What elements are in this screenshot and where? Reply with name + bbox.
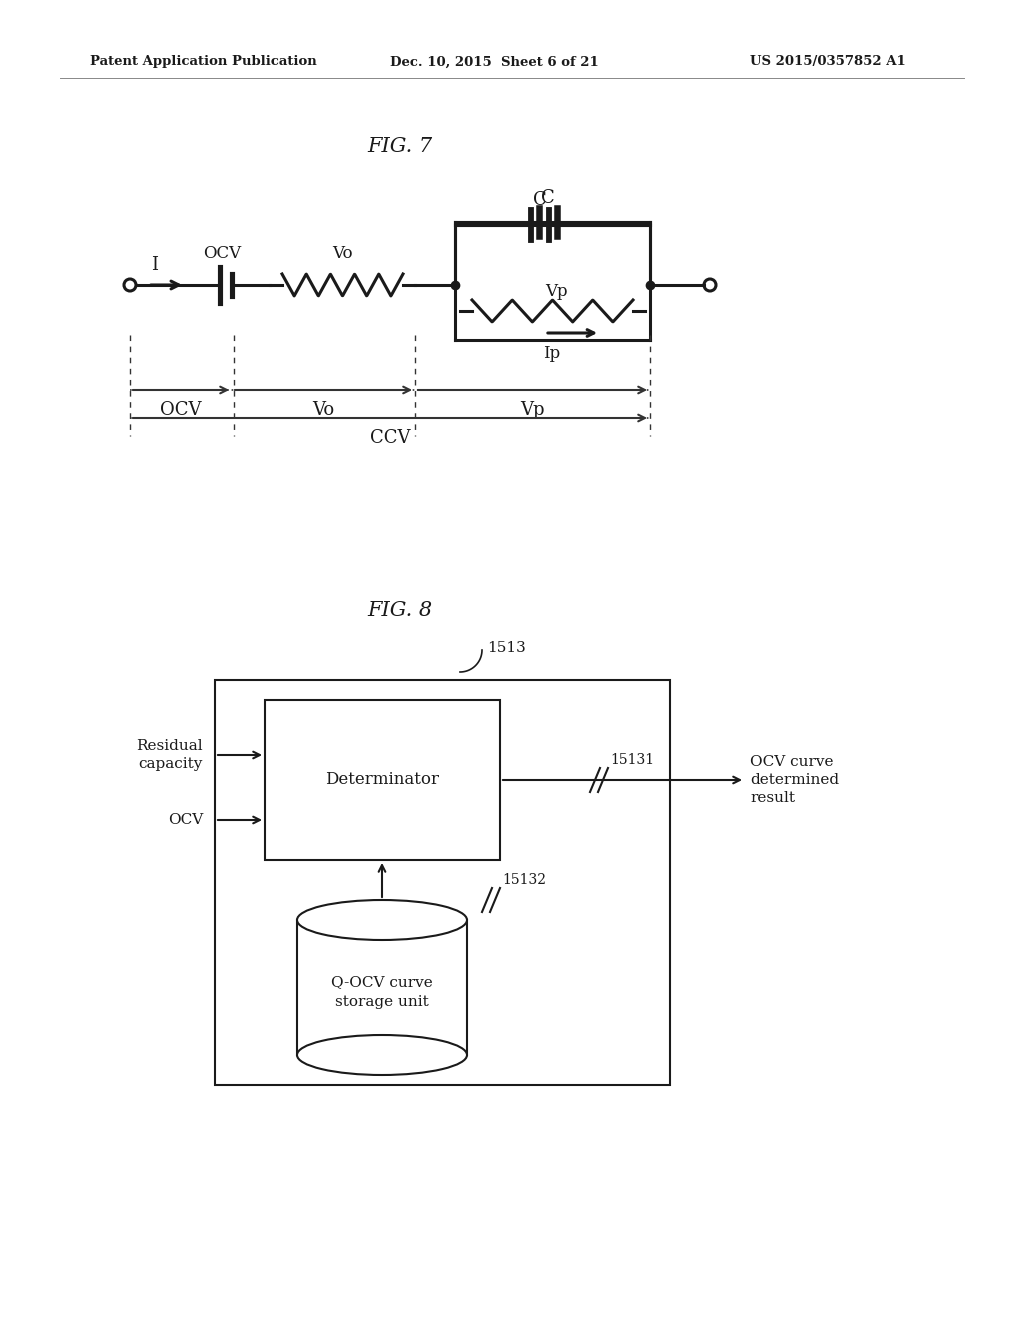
Text: Q-OCV curve
storage unit: Q-OCV curve storage unit (331, 975, 433, 1008)
Text: Ip: Ip (544, 345, 560, 362)
Text: OCV: OCV (160, 401, 202, 418)
Text: FIG. 7: FIG. 7 (368, 137, 432, 157)
Text: Determinator: Determinator (325, 771, 439, 788)
Ellipse shape (297, 900, 467, 940)
Text: C: C (541, 189, 555, 207)
Text: 15131: 15131 (610, 752, 654, 767)
Text: OCV: OCV (168, 813, 203, 828)
Text: Vp: Vp (520, 401, 544, 418)
Text: OCV: OCV (203, 244, 241, 261)
Text: Dec. 10, 2015  Sheet 6 of 21: Dec. 10, 2015 Sheet 6 of 21 (390, 55, 599, 69)
Text: Patent Application Publication: Patent Application Publication (90, 55, 316, 69)
Text: Vo: Vo (312, 401, 334, 418)
Text: 1513: 1513 (487, 642, 525, 655)
Text: US 2015/0357852 A1: US 2015/0357852 A1 (750, 55, 906, 69)
Text: Vp: Vp (545, 282, 567, 300)
Bar (265, 700, 500, 861)
Text: FIG. 8: FIG. 8 (368, 601, 432, 619)
Bar (297, 920, 467, 1055)
Text: Vo: Vo (332, 244, 352, 261)
Text: CCV: CCV (370, 429, 411, 447)
Bar (215, 680, 670, 1085)
Text: C: C (534, 191, 547, 209)
Ellipse shape (297, 1035, 467, 1074)
Text: 15132: 15132 (502, 873, 546, 887)
Text: OCV curve
determined
result: OCV curve determined result (750, 755, 839, 805)
Text: I: I (152, 256, 159, 275)
Text: Residual
capacity: Residual capacity (136, 739, 203, 771)
